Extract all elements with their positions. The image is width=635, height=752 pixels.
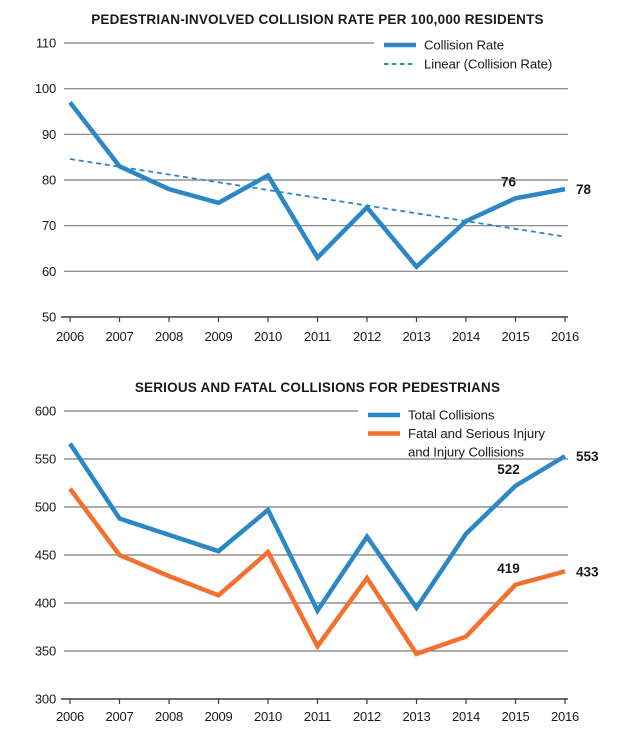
x-tick-label: 2010 [254, 329, 282, 344]
x-tick-label: 2011 [304, 709, 331, 724]
y-tick-label: 90 [42, 127, 56, 142]
data-label: 553 [576, 449, 599, 464]
legend-box [374, 33, 570, 75]
x-tick-label: 2006 [56, 709, 84, 724]
legend-label: and Injury Collisions [408, 445, 524, 460]
x-tick-label: 2014 [452, 329, 480, 344]
y-tick-label: 400 [35, 596, 56, 611]
x-tick-label: 2015 [501, 329, 529, 344]
x-tick-label: 2016 [551, 329, 579, 344]
data-label: 522 [497, 462, 520, 477]
legend-label: Collision Rate [424, 38, 504, 53]
legend-box [358, 400, 572, 458]
legend-label: Total Collisions [408, 408, 495, 423]
legend-label: Fatal and Serious Injury [408, 426, 545, 441]
y-tick-label: 550 [35, 452, 56, 467]
x-tick-label: 2010 [254, 709, 282, 724]
y-tick-label: 300 [35, 692, 56, 707]
x-tick-label: 2012 [353, 709, 381, 724]
y-tick-label: 350 [35, 644, 56, 659]
y-tick-label: 500 [35, 500, 56, 515]
legend-label: Linear (Collision Rate) [424, 57, 552, 72]
y-tick-label: 80 [42, 173, 56, 188]
x-tick-label: 2006 [56, 329, 84, 344]
x-tick-label: 2014 [452, 709, 480, 724]
x-tick-label: 2013 [402, 709, 430, 724]
y-tick-label: 60 [42, 264, 56, 279]
x-tick-label: 2012 [353, 329, 381, 344]
x-tick-label: 2016 [551, 709, 579, 724]
y-tick-label: 50 [42, 310, 56, 325]
y-tick-label: 600 [35, 404, 56, 419]
fatal-serious-injury-line [68, 487, 566, 657]
chart2-title: SERIOUS AND FATAL COLLISIONS FOR PEDESTR… [134, 380, 501, 395]
x-tick-label: 2008 [155, 329, 183, 344]
y-tick-label: 100 [35, 81, 56, 96]
y-tick-label: 70 [42, 218, 56, 233]
collision-rate-line [68, 100, 566, 271]
data-label: 78 [576, 182, 592, 197]
data-label: 76 [501, 174, 517, 189]
y-tick-label: 110 [36, 36, 56, 51]
x-tick-label: 2015 [501, 709, 529, 724]
linear-trend-line [69, 158, 566, 238]
x-tick-label: 2009 [204, 329, 232, 344]
x-tick-label: 2011 [304, 329, 331, 344]
y-tick-label: 450 [35, 548, 56, 563]
data-label: 419 [497, 561, 520, 576]
x-tick-label: 2008 [155, 709, 183, 724]
data-label: 433 [576, 564, 599, 579]
total-collisions-line [68, 442, 567, 616]
x-tick-label: 2007 [105, 709, 133, 724]
x-tick-label: 2013 [402, 329, 430, 344]
chart1-title: PEDESTRIAN-INVOLVED COLLISION RATE PER 1… [91, 12, 544, 27]
x-tick-label: 2007 [105, 329, 133, 344]
x-tick-label: 2009 [204, 709, 232, 724]
